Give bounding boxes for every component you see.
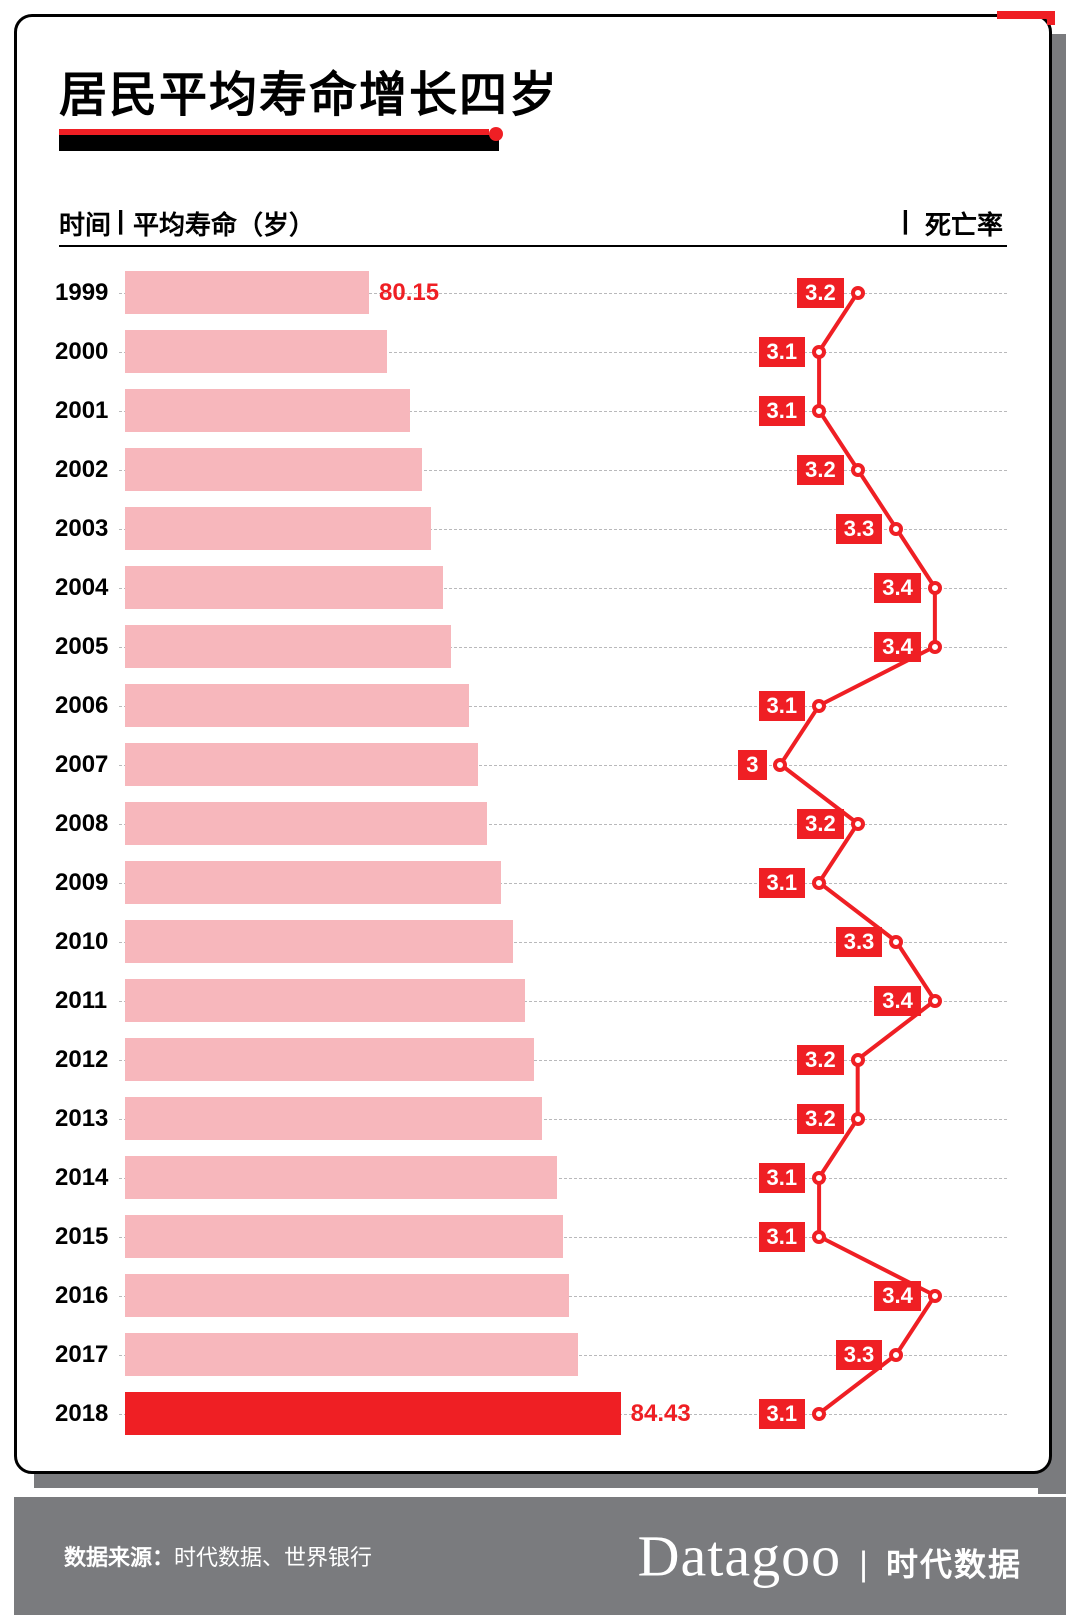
mortality-badge: 3.1 (759, 868, 806, 898)
mortality-dot (889, 935, 903, 949)
mortality-dot (928, 1289, 942, 1303)
mortality-badge: 3.2 (797, 1045, 844, 1075)
mortality-dot (812, 404, 826, 418)
mortality-badge: 3.3 (836, 514, 883, 544)
header-div-1: | (117, 205, 124, 236)
mortality-dot (812, 1171, 826, 1185)
mortality-badge: 3.1 (759, 1222, 806, 1252)
mortality-dot (928, 994, 942, 1008)
chart-title: 居民平均寿命增长四岁 (59, 55, 559, 125)
mortality-badge: 3.2 (797, 455, 844, 485)
brand-logo-cn: 时代数据 (886, 1540, 1022, 1586)
data-source: 数据来源：时代数据、世界银行 (64, 1540, 372, 1572)
mortality-dot (812, 1407, 826, 1421)
mortality-badge: 3.4 (874, 632, 921, 662)
mortality-dot (812, 345, 826, 359)
chart-area: 199980.153.220003.120013.120023.220033.3… (59, 257, 1007, 1431)
mortality-dot (928, 640, 942, 654)
mortality-badge: 3.4 (874, 573, 921, 603)
header-div-2: | (902, 205, 909, 236)
mortality-badge: 3.1 (759, 337, 806, 367)
mortality-badge: 3.4 (874, 1281, 921, 1311)
mortality-dot (812, 699, 826, 713)
brand-logo-en: Datagoo (638, 1523, 842, 1590)
mortality-dot (812, 1230, 826, 1244)
source-value: 时代数据、世界银行 (174, 1545, 372, 1570)
mortality-dot (851, 817, 865, 831)
chart-card: 居民平均寿命增长四岁 时间 | 平均寿命（岁） | 死亡率 199980.153… (14, 14, 1052, 1474)
mortality-badge: 3.2 (797, 1104, 844, 1134)
page-root: 居民平均寿命增长四岁 时间 | 平均寿命（岁） | 死亡率 199980.153… (0, 0, 1080, 1615)
mortality-dot (773, 758, 787, 772)
axis-line (59, 245, 1007, 247)
mortality-dot (889, 1348, 903, 1362)
mortality-badge: 3.2 (797, 809, 844, 839)
mortality-badge: 3.4 (874, 986, 921, 1016)
brand-block: Datagoo | 时代数据 (638, 1523, 1022, 1590)
title-underline-black (59, 135, 499, 151)
header-life: 平均寿命（岁） (133, 205, 315, 242)
mortality-dot (928, 581, 942, 595)
mortality-dot (851, 1112, 865, 1126)
mortality-dot (851, 286, 865, 300)
mortality-dot (812, 876, 826, 890)
brand-divider: | (859, 1546, 868, 1585)
mortality-badge: 3.1 (759, 1163, 806, 1193)
mortality-badge: 3.3 (836, 927, 883, 957)
mortality-badge: 3 (738, 750, 766, 780)
header-mortality: 死亡率 (925, 205, 1003, 242)
mortality-dot (851, 463, 865, 477)
mortality-dot (889, 522, 903, 536)
mortality-badge: 3.2 (797, 278, 844, 308)
header-time: 时间 (59, 205, 111, 242)
mortality-line (59, 257, 1007, 1431)
corner-accent (997, 11, 1055, 25)
source-label: 数据来源： (64, 1545, 174, 1570)
mortality-badge: 3.3 (836, 1340, 883, 1370)
mortality-badge: 3.1 (759, 1399, 806, 1429)
mortality-badge: 3.1 (759, 396, 806, 426)
footer: 数据来源：时代数据、世界银行 Datagoo | 时代数据 (14, 1497, 1066, 1615)
mortality-dot (851, 1053, 865, 1067)
mortality-badge: 3.1 (759, 691, 806, 721)
title-dot-accent (489, 127, 503, 141)
